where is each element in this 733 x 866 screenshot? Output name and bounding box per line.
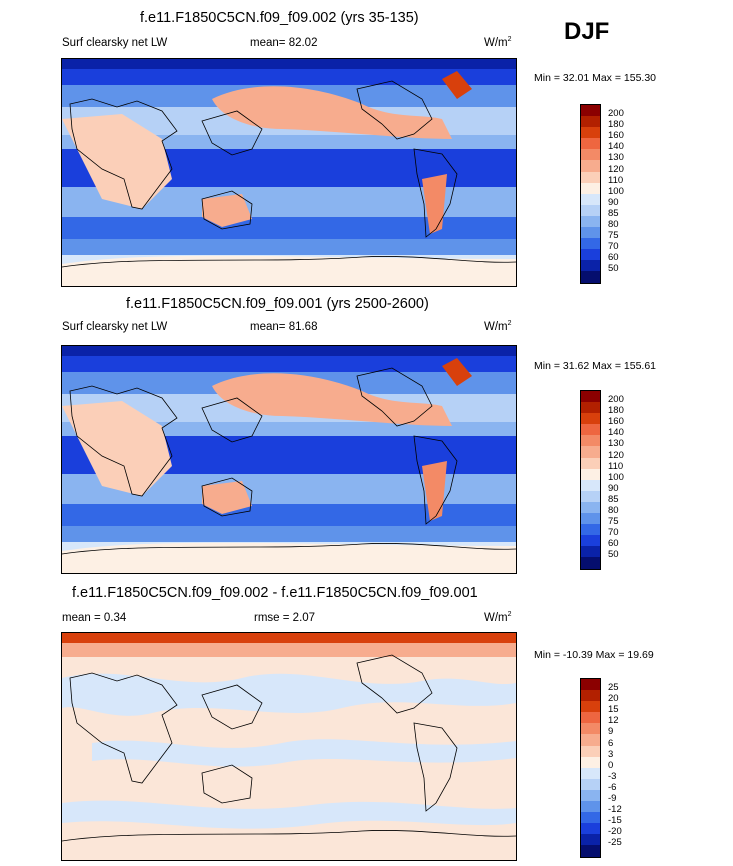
- panel-1-variable-label: Surf clearsky net LW: [62, 37, 168, 49]
- panel-3-min-value: -10.39: [562, 649, 593, 661]
- panel-3-mean-value: 0.34: [103, 612, 127, 624]
- colorbar-tick-label: -6: [608, 781, 617, 793]
- colorbar-tick-label: 110: [608, 174, 624, 186]
- panel-2-map: [61, 345, 517, 574]
- panel-3-map: [61, 632, 517, 861]
- colorbar-tick-label: 110: [608, 460, 624, 472]
- colorbar-tick-label: 85: [608, 207, 619, 219]
- panel-3-colorbar-labels: 25 20 15 12 9 6 3 0 -3 -6 -9 -12 -15 -20…: [608, 682, 648, 862]
- colorbar-tick-label: 15: [608, 704, 619, 716]
- panel-2-min-value: 31.62: [562, 360, 590, 372]
- panel-1-colorbar: [580, 104, 601, 284]
- colorbar-tick-label: 140: [608, 427, 624, 439]
- panel-3-units: W/m2: [484, 611, 512, 624]
- colorbar-tick-label: 20: [608, 693, 619, 705]
- colorbar-tick-label: 60: [608, 538, 619, 550]
- colorbar-tick-label: 6: [608, 737, 614, 749]
- panel-2-min-label: Min =: [534, 360, 560, 372]
- panel-3-minmax: Min = -10.39 Max = 19.69: [534, 649, 654, 661]
- panel-1-min-value: 32.01: [562, 72, 590, 84]
- panel-2-colorbar-labels: 200 180 160 140 130 120 110 100 90 85 80…: [608, 394, 648, 574]
- panel-2-title: f.e11.F1850C5CN.f09_f09.001 (yrs 2500-26…: [126, 296, 429, 312]
- panel-2-max-label: Max =: [592, 360, 621, 372]
- panel-1-min-label: Min =: [534, 72, 560, 84]
- colorbar-tick-label: 200: [608, 108, 624, 119]
- colorbar-tick-label: 60: [608, 252, 619, 264]
- panel-3-mean: mean = 0.34: [62, 612, 126, 624]
- panel-2-variable-label: Surf clearsky net LW: [62, 321, 168, 333]
- panel-2-map-svg: [62, 346, 516, 573]
- panel-1-map-svg: [62, 59, 516, 286]
- colorbar-tick-label: 100: [608, 185, 624, 197]
- panel-3-min-label: Min =: [534, 649, 560, 661]
- colorbar-tick-label: 80: [608, 505, 619, 516]
- colorbar-tick-label: 130: [608, 152, 624, 164]
- panel-1-minmax: Min = 32.01 Max = 155.30: [534, 72, 656, 84]
- colorbar-tick-label: -3: [608, 770, 617, 782]
- panel-3-title: f.e11.F1850C5CN.f09_f09.002 - f.e11.F185…: [72, 585, 478, 601]
- colorbar-tick-label: 80: [608, 219, 619, 230]
- colorbar-tick-label: -15: [608, 815, 622, 827]
- colorbar-tick-label: 75: [608, 516, 619, 528]
- colorbar-tick-label: 0: [608, 759, 614, 771]
- colorbar-tick-label: 180: [608, 119, 624, 131]
- colorbar-tick-label: 3: [608, 748, 614, 760]
- panel-2-coastlines: [62, 367, 516, 555]
- panel-2-mean: mean= 81.68: [250, 321, 317, 333]
- colorbar-tick-label: -25: [608, 837, 622, 849]
- panel-1-mean-value: 82.02: [288, 37, 318, 49]
- colorbar-tick-label: 130: [608, 438, 624, 450]
- panel-1-max-value: 155.30: [623, 72, 657, 84]
- panel-2-mean-value: 81.68: [288, 321, 318, 333]
- panel-1-units: W/m2: [484, 36, 512, 49]
- colorbar-tick-label: 140: [608, 141, 624, 153]
- colorbar-tick-label: 160: [608, 416, 624, 428]
- panel-3-rmse-value: 2.07: [292, 612, 316, 624]
- panel-3-max-label: Max =: [595, 649, 625, 661]
- colorbar-tick-label: 120: [608, 449, 624, 461]
- colorbar-tick-label: 180: [608, 405, 624, 417]
- colorbar-tick-label: 25: [608, 682, 619, 693]
- panel-2-mean-label: mean=: [250, 321, 286, 333]
- panel-1-mean-label: mean=: [250, 37, 286, 49]
- panel-3-max-value: 19.69: [627, 649, 654, 661]
- colorbar-tick-label: 50: [608, 549, 619, 561]
- panel-2-colorbar: [580, 390, 601, 570]
- panel-3-mean-label: mean =: [62, 612, 101, 624]
- colorbar-tick-label: 70: [608, 527, 619, 539]
- colorbar-tick-label: 85: [608, 493, 619, 505]
- panel-3-coastlines: [62, 654, 516, 842]
- colorbar-tick-label: 90: [608, 482, 619, 494]
- panel-3-rmse-label: rmse =: [254, 612, 290, 624]
- colorbar-tick-label: 120: [608, 163, 624, 175]
- panel-2-max-value: 155.61: [623, 360, 657, 372]
- panel-1-max-label: Max =: [592, 72, 621, 84]
- panel-3-map-svg: [62, 633, 516, 860]
- colorbar-tick-label: 9: [608, 726, 614, 738]
- season-label: DJF: [564, 18, 610, 45]
- colorbar-tick-label: 50: [608, 263, 619, 275]
- colorbar-tick-label: 200: [608, 394, 624, 405]
- panel-1-colorbar-labels: 200 180 160 140 130 120 110 100 90 85 80…: [608, 108, 648, 288]
- colorbar-tick-label: 75: [608, 230, 619, 242]
- colorbar-tick-label: 12: [608, 715, 619, 727]
- colorbar-tick-label: -12: [608, 804, 622, 816]
- panel-1-title: f.e11.F1850C5CN.f09_f09.002 (yrs 35-135): [140, 10, 419, 26]
- colorbar-tick-label: 160: [608, 130, 624, 142]
- panel-1-map: [61, 58, 517, 287]
- panel-1-mean: mean= 82.02: [250, 37, 317, 49]
- colorbar-tick-label: 90: [608, 196, 619, 208]
- panel-3-colorbar: [580, 678, 601, 858]
- colorbar-tick-label: 100: [608, 471, 624, 483]
- colorbar-tick-label: 70: [608, 241, 619, 253]
- panel-1-coastlines: [62, 80, 516, 268]
- colorbar-tick-label: -9: [608, 793, 617, 804]
- panel-3-rmse: rmse = 2.07: [254, 612, 315, 624]
- colorbar-tick-label: -20: [608, 826, 622, 838]
- panel-2-minmax: Min = 31.62 Max = 155.61: [534, 360, 656, 372]
- panel-2-units: W/m2: [484, 320, 512, 333]
